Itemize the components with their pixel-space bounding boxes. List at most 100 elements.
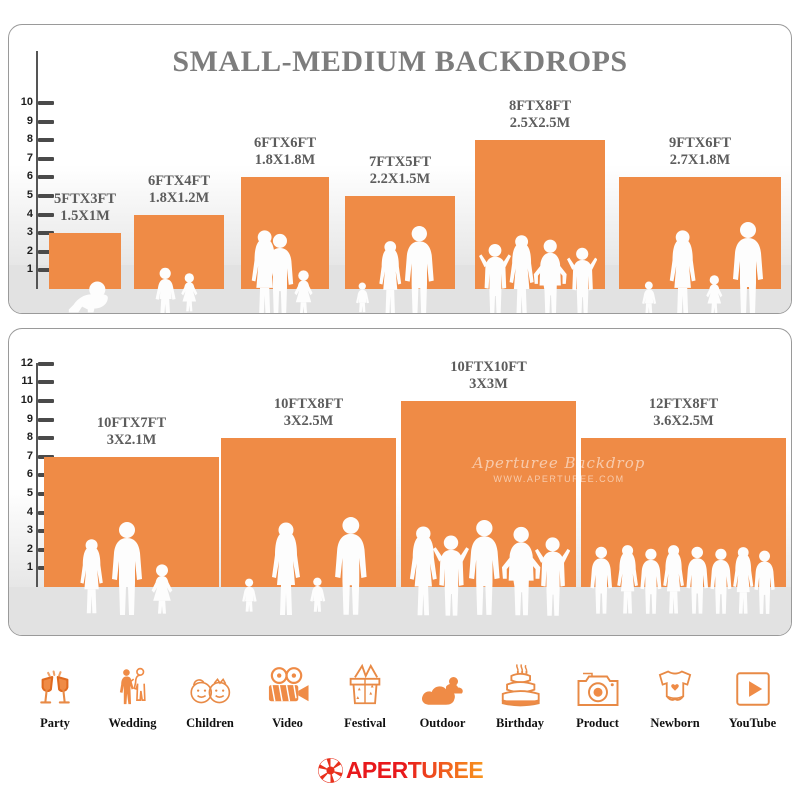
y-axis-tick-label: 2 [26,244,33,257]
y-axis-tick-label: 4 [26,207,33,220]
bar-size-m: 2.5X2.5M [509,115,571,132]
y-axis-tick [38,361,54,366]
bar-size-label: 10FTX8FT 3X2.5M [191,396,426,430]
children-faces-icon [167,660,253,710]
wedding-couple-icon [90,660,176,710]
bar-size-m: 1.8X1.2M [148,189,210,206]
silhouette-group [44,457,219,615]
category-item-outdoor[interactable]: Outdoor [400,660,486,731]
silhouette-group [49,233,121,313]
category-item-wedding[interactable]: Wedding [90,660,176,731]
y-axis-tick-label: 3 [26,524,33,537]
silhouette-group [345,196,455,313]
backdrop-size-bar [221,438,396,587]
bar-size-ft: 6FTX4FT [147,172,211,189]
y-axis-tick-label: 2 [26,542,33,555]
bar-size-ft: 5FTX3FT [53,191,117,208]
bar-size-label: 6FTX4FT 1.8X1.2M [104,173,254,207]
birthday-cake-icon [477,660,563,710]
bar-size-label: 10FTX7FT 3X2.1M [14,415,249,449]
category-label: Birthday [496,716,544,730]
y-axis-tick [38,175,54,180]
brand-name: APERTUREE [345,757,484,783]
y-axis-tick-label: 1 [26,263,33,276]
y-axis-tick [38,417,54,422]
y-axis-tick [38,380,54,385]
category-item-video[interactable]: Video [245,660,331,731]
bar-size-ft: 9FTX6FT [668,135,732,152]
bar-size-ft: 8FTX8FT [508,98,572,115]
y-axis-tick-label: 7 [26,449,33,462]
y-axis-line [36,363,38,587]
y-axis-tick-label: 9 [26,114,33,127]
y-axis-tick [38,231,54,236]
bar-size-ft: 10FTX10FT [450,359,527,375]
y-axis-tick [38,119,54,124]
bar-size-ft: 7FTX5FT [368,154,432,170]
backdrop-size-bar [581,438,786,587]
category-item-festival[interactable]: Festival [322,660,408,731]
bar-size-label: 9FTX6FT 2.7X1.8M [589,135,791,169]
category-label: Video [272,716,303,730]
silhouette-group [401,401,576,616]
y-axis-tick-label: 8 [26,431,33,444]
aperture-shutter-icon [317,757,344,784]
bar-size-label: 8FTX8FT 2.5X2.5M [445,98,635,132]
bar-size-label: 6FTX6FT 1.8X1.8M [211,135,359,169]
category-label: Newborn [650,716,700,730]
y-axis-tick [38,156,54,161]
y-axis-tick [38,101,54,105]
y-axis-line [36,51,38,289]
category-item-children[interactable]: Children [167,660,253,731]
y-axis-tick [38,436,54,441]
cloud-sun-icon [400,660,486,710]
page-title: SMALL-MEDIUM BACKDROPS [172,45,628,78]
y-axis-tick-label: 12 [20,356,33,369]
y-axis-tick-label: 8 [26,133,33,146]
y-axis-tick [38,249,54,254]
camera-icon [555,660,641,710]
silhouette-group [134,215,224,313]
category-item-party[interactable]: Party [12,660,98,731]
y-axis-tick-label: 7 [26,151,33,164]
y-axis-tick [38,194,54,198]
bar-size-m: 2.7X1.8M [669,152,731,169]
y-axis-tick-label: 10 [20,96,33,108]
backdrop-size-bar [134,214,224,289]
category-label: Outdoor [419,716,466,730]
silhouette-group [241,177,329,313]
baby-onesie-icon [632,660,718,710]
silhouette-group [619,177,781,313]
category-item-youtube[interactable]: YouTube [710,660,796,731]
y-axis-tick [38,268,54,273]
bar-size-m: 1.8X1.8M [254,152,316,169]
backdrop-size-bar [49,233,121,289]
y-axis-tick [38,212,54,217]
bar-size-ft: 10FTX7FT [96,414,167,431]
champagne-glasses-icon [12,660,98,710]
bar-size-ft: 6FTX6FT [253,135,317,152]
y-axis-tick-label: 5 [26,189,33,201]
bar-size-label: 12FTX8FT 3.6X2.5M [551,396,791,430]
bar-size-m: 3.6X2.5M [653,413,714,430]
category-item-birthday[interactable]: Birthday [477,660,563,731]
y-axis-tick [38,138,54,143]
category-icon-strip: Party Wedding Children Video [0,660,800,752]
category-label: YouTube [728,716,777,730]
category-label: Wedding [108,716,157,730]
category-item-newborn[interactable]: Newborn [632,660,718,731]
y-axis-tick-label: 1 [26,561,33,574]
y-axis-tick-label: 6 [26,170,33,183]
chart-panel-small-medium: SMALL-MEDIUM BACKDROPS 1 2 3 4 5 6 7 8 9 10 5FTX3… [8,24,792,314]
bar-size-m: 2.2X1.5M [369,171,431,187]
silhouette-group [221,438,396,615]
gift-box-icon [322,660,408,710]
silhouette-group [475,140,605,313]
movie-camera-icon [245,660,331,710]
y-axis-tick-label: 9 [26,412,33,425]
backdrop-size-bar [345,196,455,289]
bar-size-label: 7FTX5FT 2.2X1.5M [315,154,485,188]
category-item-product[interactable]: Product [555,660,641,731]
silhouette-group [581,438,786,614]
